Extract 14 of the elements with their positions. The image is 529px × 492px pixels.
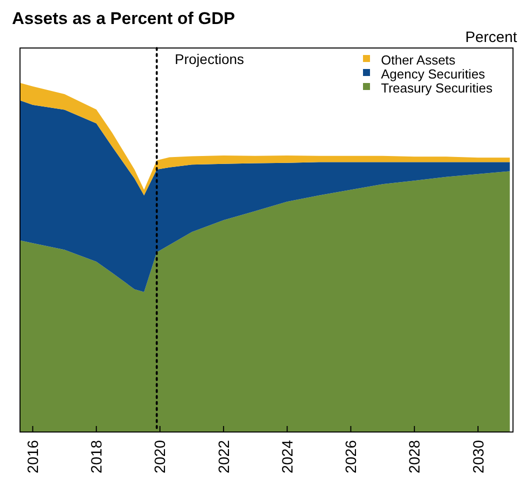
x-tick-label: 2026 — [343, 440, 360, 474]
x-tick-label: 2020 — [152, 440, 170, 474]
x-tick-label: 2030 — [470, 440, 488, 474]
legend-label: Treasury Securities — [381, 80, 493, 96]
x-tick-label: 2024 — [279, 440, 296, 474]
ref-line-label: Projections — [174, 51, 244, 67]
x-tick-label: 2018 — [88, 440, 106, 474]
legend-label: Agency Securities — [381, 66, 486, 82]
legend-label: Other Assets — [381, 52, 456, 68]
chart-title: Assets as a Percent of GDP — [12, 9, 235, 28]
x-tick-label: 2022 — [216, 440, 233, 474]
x-tick-label: 2028 — [406, 440, 424, 474]
x-tick-label: 2016 — [24, 440, 42, 474]
y-axis-title: Percent — [465, 29, 518, 46]
